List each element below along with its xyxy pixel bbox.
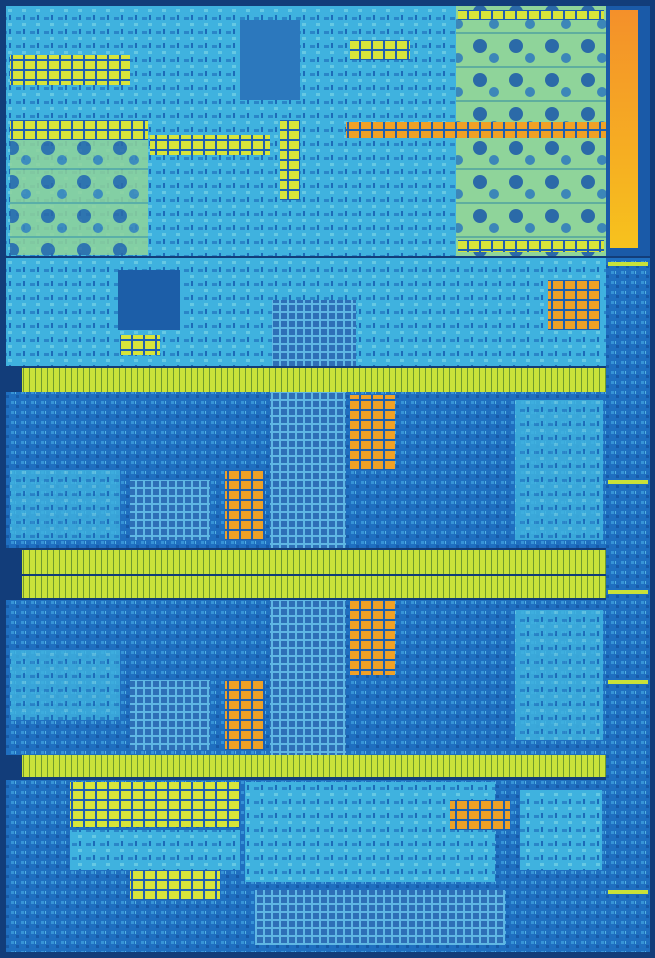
block — [255, 890, 505, 945]
block — [272, 300, 356, 366]
block — [458, 10, 604, 20]
block — [70, 782, 240, 827]
block — [350, 40, 410, 60]
core — [130, 680, 210, 750]
block — [280, 120, 300, 200]
block — [456, 138, 606, 256]
core — [270, 600, 346, 755]
core — [10, 470, 120, 540]
block — [240, 20, 300, 100]
core — [225, 680, 265, 750]
io-pad — [608, 480, 648, 484]
io-pad — [608, 680, 648, 684]
block — [458, 240, 604, 252]
core — [10, 650, 120, 720]
core — [130, 480, 210, 540]
block — [70, 830, 240, 870]
block — [456, 6, 606, 122]
core — [270, 392, 346, 548]
block — [120, 335, 160, 355]
cache-stripe — [22, 368, 606, 392]
io-pad — [608, 890, 648, 894]
cache-stripe — [22, 576, 606, 598]
core — [350, 395, 395, 470]
block — [10, 120, 148, 140]
core — [515, 400, 603, 540]
io-column — [606, 258, 650, 952]
block — [610, 10, 638, 248]
block — [130, 870, 220, 900]
core — [515, 610, 603, 740]
cache-stripe — [22, 550, 606, 574]
cache-stripe — [22, 755, 606, 777]
block — [150, 135, 270, 155]
core — [350, 600, 395, 675]
block — [10, 140, 148, 255]
io-pad — [608, 262, 648, 266]
block — [346, 122, 606, 138]
block — [520, 790, 602, 870]
block — [548, 280, 600, 330]
io-pad — [608, 590, 648, 594]
block — [118, 270, 180, 330]
core — [225, 470, 265, 540]
block — [10, 55, 130, 85]
block — [245, 782, 495, 882]
block — [450, 800, 510, 830]
